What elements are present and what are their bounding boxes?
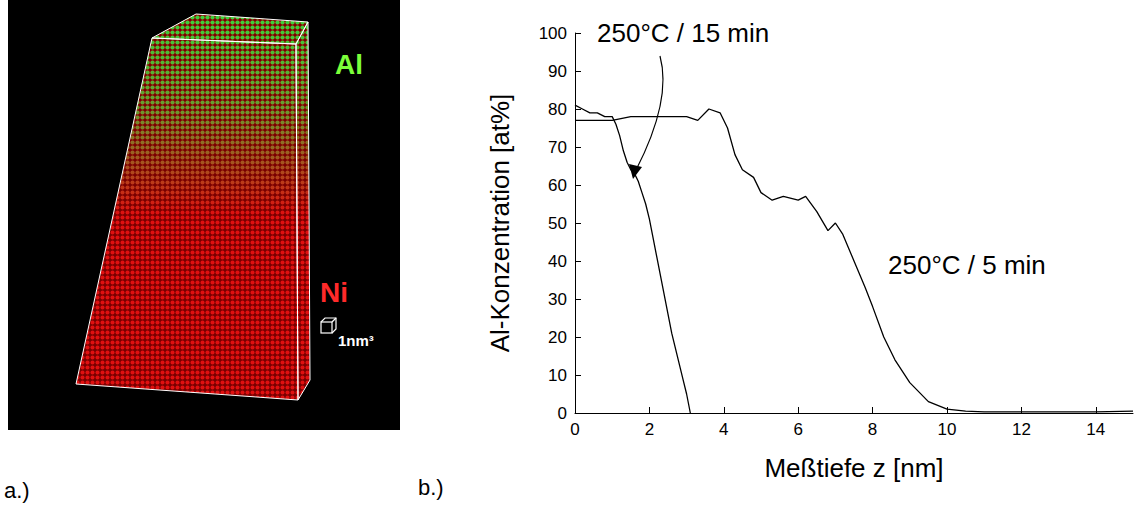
svg-text:10: 10 — [548, 366, 567, 385]
svg-text:Al: Al — [335, 49, 363, 80]
svg-text:60: 60 — [548, 176, 567, 195]
svg-text:0: 0 — [570, 420, 579, 439]
svg-text:90: 90 — [548, 62, 567, 81]
svg-text:0: 0 — [558, 404, 567, 423]
svg-text:4: 4 — [719, 420, 728, 439]
svg-text:Ni: Ni — [320, 277, 348, 308]
svg-text:2: 2 — [645, 420, 654, 439]
svg-text:6: 6 — [793, 420, 802, 439]
svg-text:Al-Konzentration [at%]: Al-Konzentration [at%] — [485, 94, 515, 353]
svg-text:100: 100 — [539, 24, 567, 43]
svg-text:250°C / 5 min: 250°C / 5 min — [888, 250, 1046, 280]
svg-text:10: 10 — [938, 420, 957, 439]
svg-text:20: 20 — [548, 328, 567, 347]
svg-text:50: 50 — [548, 214, 567, 233]
svg-text:40: 40 — [548, 252, 567, 271]
svg-text:70: 70 — [548, 138, 567, 157]
svg-text:Meßtiefe z [nm]: Meßtiefe z [nm] — [764, 453, 943, 483]
svg-text:250°C / 15 min: 250°C / 15 min — [597, 18, 769, 48]
svg-text:12: 12 — [1012, 420, 1031, 439]
svg-text:b.): b.) — [418, 475, 444, 500]
svg-text:8: 8 — [868, 420, 877, 439]
svg-text:1nm³: 1nm³ — [338, 332, 374, 349]
svg-text:14: 14 — [1086, 420, 1105, 439]
svg-text:80: 80 — [548, 100, 567, 119]
svg-text:30: 30 — [548, 290, 567, 309]
svg-text:a.): a.) — [4, 478, 30, 503]
